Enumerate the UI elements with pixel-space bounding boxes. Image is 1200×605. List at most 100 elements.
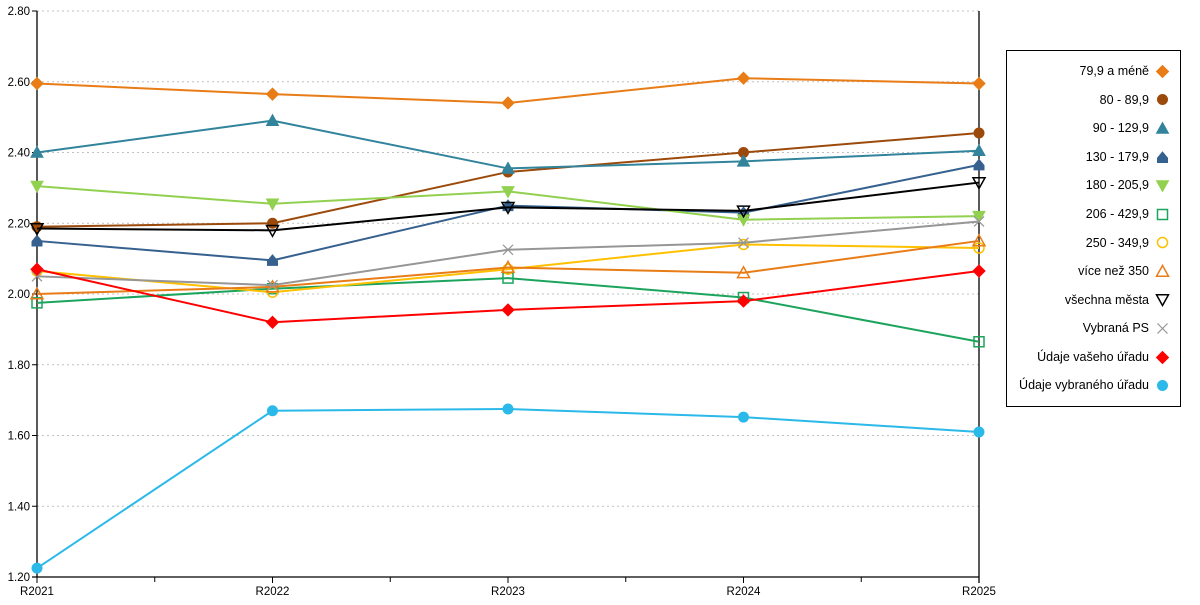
series-line [36,243,980,294]
series-10 [31,216,985,291]
data-point-circle-marker [973,127,985,139]
data-point-square-marker [31,297,43,309]
data-point-x-marker [31,270,43,282]
x-tick-label: R2025 [962,586,996,598]
legend-circle-icon [1157,94,1168,106]
benchmark-line-chart: 1.20 1.40 1.60 1.80 2.00 2.20 2.40 2.60 2.80 R202… [8,6,996,598]
data-point-circle-marker [502,403,514,415]
legend-item-7[interactable]: 250 - 349,9 [1007,235,1180,250]
series-11 [30,262,986,330]
data-point-pentagon-marker [31,234,43,247]
data-point-diamond-marker [736,71,751,85]
legend-item-12[interactable]: Údaje vybraného úřadu [1007,378,1180,393]
data-point-x-marker [973,216,985,227]
y-tick-label: 1.20 [8,572,30,584]
data-point-circle-marker [31,562,43,574]
series-line [36,181,980,232]
legend-item-2[interactable]: 80 - 89,9 [1007,92,1180,107]
series-9 [29,177,987,238]
legend-item-10[interactable]: Vybraná PS [1007,321,1180,336]
data-point-triangle-up-marker [736,265,751,279]
legend-item-4[interactable]: 130 - 179,9 [1007,150,1180,165]
data-point-circle-marker [1157,380,1168,392]
series-line [36,407,980,569]
data-point-circle-marker [737,238,750,251]
y-tick-label: 2.20 [8,218,30,230]
legend-triangle-down-icon [1155,180,1170,193]
data-point-x-marker [502,244,514,256]
data-point-triangle-up-marker [30,145,44,158]
data-point-triangle-down-marker [30,180,44,194]
y-tick-label: 2.60 [8,77,30,89]
data-point-x-marker [1157,323,1168,334]
y-tick-label: 2.40 [8,148,30,160]
legend-item-label: Vybraná PS [1082,321,1149,336]
data-point-triangle-up-marker [736,154,751,167]
data-point-triangle-up-marker [1155,263,1170,277]
legend-triangle-up-icon [1155,121,1170,134]
data-point-circle-marker [973,242,985,254]
data-point-triangle-down-marker [1155,180,1170,193]
legend-item-5[interactable]: 180 - 205,9 [1007,178,1180,193]
data-point-triangle-up-marker [971,233,987,247]
data-point-triangle-down-marker [29,223,45,237]
data-point-circle-marker [267,217,278,229]
legend-item-label: 180 - 205,9 [1085,178,1149,193]
data-point-diamond-marker [30,262,44,276]
x-tick-label: R2024 [727,586,761,598]
data-point-circle-marker [1157,94,1168,106]
data-point-triangle-up-marker [265,279,280,293]
series-line [36,277,980,343]
legend-pentagon-icon [1157,150,1168,163]
legend-item-label: 80 - 89,9 [1099,92,1149,107]
legend-diamond-icon [1155,64,1170,78]
data-point-triangle-down-marker [500,201,516,215]
data-point-diamond-marker [972,264,986,278]
legend-triangle-down-icon [1155,294,1170,308]
legend-item-3[interactable]: 90 - 129,9 [1007,121,1180,136]
legend-item-label: Údaje vašeho úřadu [1037,349,1149,364]
series-1 [30,71,986,110]
data-point-x-marker [267,279,278,291]
series-line [36,239,980,295]
data-point-triangle-down-marker [736,214,751,227]
data-point-diamond-marker [1155,64,1170,78]
x-tick-label: R2021 [20,586,54,598]
series-12 [31,403,985,574]
legend-item-1[interactable]: 79,9 a méně [1007,64,1180,79]
data-point-triangle-down-marker [265,198,280,211]
data-point-diamond-marker [265,315,280,330]
data-point-diamond-marker [265,87,280,101]
data-point-pentagon-marker [502,199,514,212]
data-point-triangle-up-marker [29,286,45,300]
legend-item-9[interactable]: všechna města [1007,292,1180,308]
data-point-triangle-up-marker [1155,121,1170,134]
legend-item-6[interactable]: 206 - 429,9 [1007,207,1180,222]
data-point-x-marker [738,237,749,249]
data-point-diamond-marker [736,294,751,308]
data-point-square-marker [973,336,985,348]
data-point-triangle-down-marker [972,210,986,224]
line-chart-area: 1.20 1.40 1.60 1.80 2.00 2.20 2.40 2.60 2.80 R202… [8,6,996,598]
data-point-square-marker [502,272,514,284]
legend-item-8[interactable]: více než 350 [1007,263,1180,279]
legend-item-label: více než 350 [1078,264,1149,279]
data-point-triangle-down-marker [1155,294,1170,308]
data-point-diamond-marker [501,96,515,110]
data-point-circle-marker [973,426,985,438]
data-point-pentagon-marker [267,254,278,266]
legend-diamond-icon [1155,350,1170,364]
x-tick-label: R2022 [256,586,290,598]
legend-box: 79,9 a méně 80 - 89,9 90 - 129,9 130 - 179,… [1006,50,1181,407]
legend-item-label: 90 - 129,9 [1092,121,1149,136]
legend-circle-icon [1157,380,1168,392]
y-tick-label: 1.40 [8,501,30,513]
data-point-triangle-down-marker [265,224,280,238]
data-point-square-marker [1156,208,1169,220]
legend-item-label: všechna města [1064,292,1149,307]
legend-item-11[interactable]: Údaje vašeho úřadu [1007,350,1180,365]
legend-circle-icon [1156,237,1169,249]
data-point-diamond-marker [30,76,44,91]
data-point-pentagon-marker [973,158,985,171]
data-point-triangle-up-marker [265,113,280,126]
